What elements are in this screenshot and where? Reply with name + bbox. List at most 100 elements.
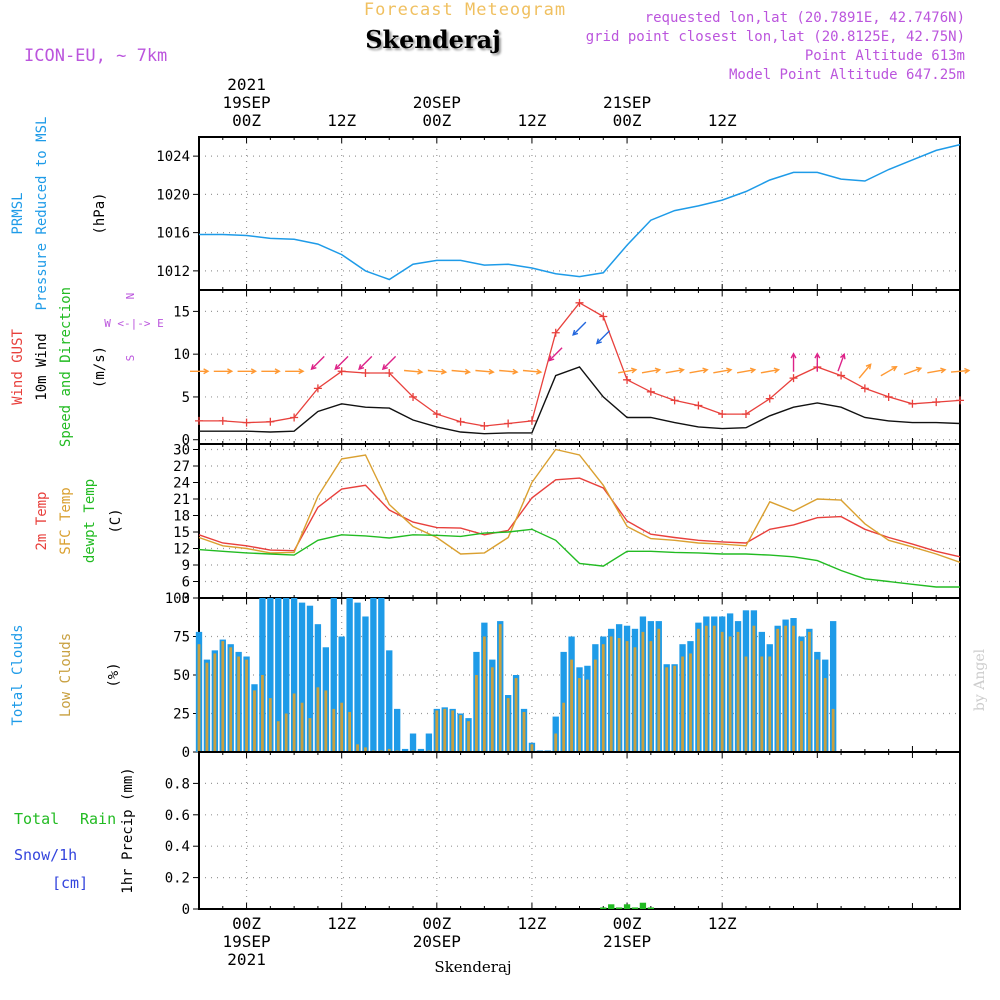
gust-marker [789,374,798,383]
low-cloud-bar [800,641,803,752]
top-axis-label: 2021 [227,75,266,94]
wind-arrow-head [464,368,472,375]
total-cloud-bar [378,598,385,752]
model-altitude: Model Point Altitude 647.25m [729,67,965,83]
dewpt-line [198,528,960,588]
total-cloud-bar [560,651,567,752]
low-cloud-bar [815,659,819,752]
wind-arrow-head [440,368,448,375]
point-altitude: Point Altitude 613m [805,48,965,64]
y-tick-label: 1016 [156,226,190,242]
total-cloud-bar [283,598,290,752]
wind-arrow-head [964,367,971,374]
wind-arrow [572,321,587,336]
precip-side-label: [cm] [52,874,88,892]
footer-location: Skenderaj [434,958,511,976]
y-tick-label: 6 [182,575,190,591]
gust-marker [884,392,893,401]
gust-marker [504,419,513,428]
total-cloud-bar [306,605,314,752]
wind-arrow-head [678,367,685,374]
low-cloud-bar [562,702,566,752]
total-cloud-bar [362,616,369,752]
low-cloud-bar [736,631,740,752]
total-cloud-bar [370,598,377,752]
total-cloud-bar [338,636,345,752]
wind-arrow-head [572,329,579,336]
y-tick-label: 1024 [156,149,190,165]
y-tick-label: 5 [182,390,190,406]
gust-marker [575,298,584,307]
wind-arrow-head [891,366,898,372]
total-cloud-bar [346,598,353,752]
panel-pressure: 1012 1016 1020 1024 [156,136,961,291]
low-cloud-bar [665,667,669,752]
wind-arrow-head [749,367,757,374]
temp2m-line [198,477,961,558]
low-cloud-bar [197,644,201,752]
low-cloud-bar [435,710,439,752]
wind-arrow [880,366,897,377]
gust-marker [741,410,750,419]
low-cloud-bar [522,711,526,752]
ylabel-temperature: SFC Temp [58,487,74,554]
low-cloud-bar [649,641,653,752]
y-tick-label: 10 [173,347,190,363]
y-tick-label: 25 [173,707,190,723]
credit-text: by Angel [972,648,988,711]
wind-compass: S [124,355,137,362]
wind-arrow [427,369,446,373]
low-cloud-bar [760,656,764,752]
gust-marker [623,375,632,384]
wind-arrow [858,363,872,379]
wind-arrow [451,369,470,373]
total-cloud-bar [409,733,417,752]
low-cloud-bar [586,679,589,752]
gust-marker [385,368,394,377]
wind-arrow-head [274,368,281,375]
wind-arrow-head [773,367,781,374]
total-cloud-bar [829,621,837,752]
top-title: Forecast Meteogram [364,0,566,20]
wind-arrow-head [334,364,341,371]
low-cloud-bar [554,733,558,752]
gust-marker [290,413,299,422]
low-cloud-bar [498,624,502,752]
wind-arrow [618,369,637,374]
low-cloud-bar [213,653,217,752]
wind-arrow-head [940,367,947,374]
wind-arrow-head [790,352,797,359]
wind-arrow-head [488,368,495,375]
total-cloud-bar [275,598,282,752]
low-cloud-bar [514,678,518,752]
precip-side-label: Rain [80,810,116,828]
ylabel-wind: 10m Wind [34,333,50,400]
total-cloud-bar [394,708,401,752]
low-cloud-bar [475,675,478,752]
top-axis-label: 00Z [422,111,451,130]
low-cloud-bar [387,748,391,752]
bottom-axis-label: 00Z [422,914,451,933]
ylabel-temperature: dewpt Temp [82,479,98,563]
wind-arrow [358,355,373,370]
top-axis-label: 21SEP [603,93,651,112]
y-tick-label: 18 [173,509,190,525]
wind-arrow [950,369,970,373]
gust-marker [266,417,275,426]
low-cloud-bar [768,656,772,752]
bottom-axis-label: 00Z [613,914,642,933]
low-cloud-bar [340,702,344,752]
wind-arrow-head [548,355,555,362]
low-cloud-bar [284,713,288,752]
gust-marker [218,416,227,425]
rain-bar [623,904,631,909]
panel-precip: 0 0.2 0.4 0.6 0.8 [165,751,961,918]
rain-bar [615,907,623,909]
gust-marker [718,410,727,419]
y-tick-label: 15 [173,525,190,541]
top-axis-label: 00Z [232,111,261,130]
gust-marker [361,368,370,377]
y-tick-label: 0.4 [165,839,190,855]
low-cloud-bar [530,744,534,752]
